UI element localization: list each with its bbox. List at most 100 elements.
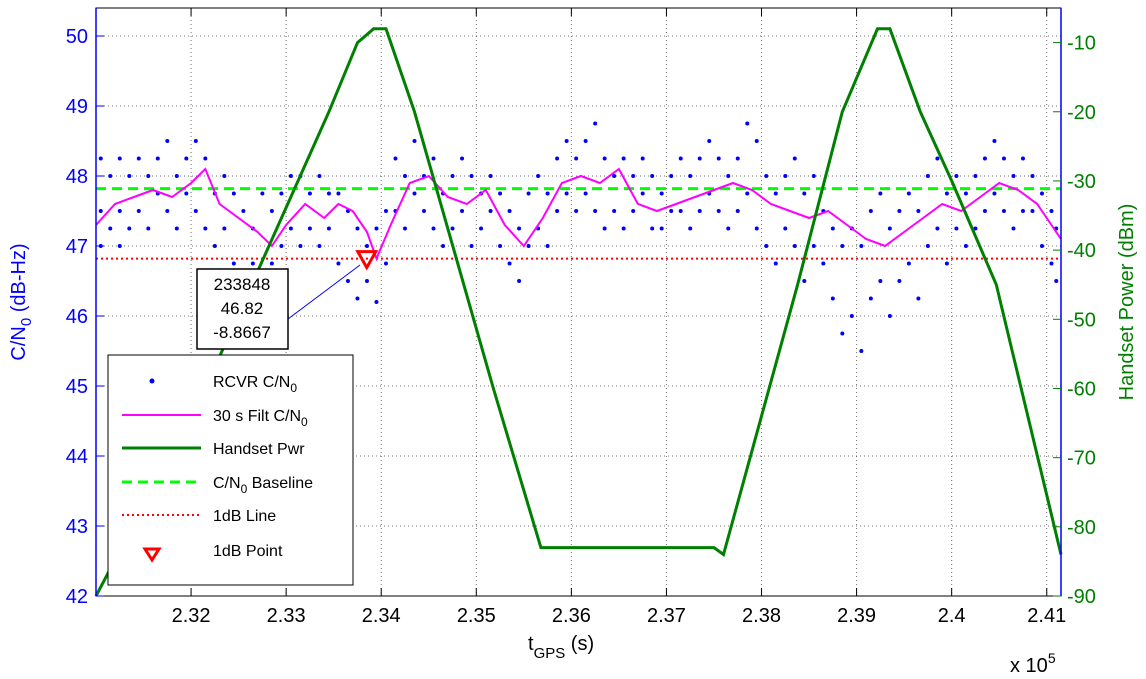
rcvr-cn0-point <box>1039 191 1044 196</box>
rcvr-cn0-point <box>707 139 712 143</box>
rcvr-cn0-point <box>897 209 902 213</box>
datatip-leader <box>287 264 361 320</box>
legend-label-rcvr: RCVR C/N0 <box>213 374 297 395</box>
rcvr-cn0-point <box>108 174 113 178</box>
rcvr-cn0-point <box>802 279 807 283</box>
legend: RCVR C/N0 30 s Filt C/N0 Handset Pwr C/N… <box>107 354 354 586</box>
rcvr-cn0-point <box>155 156 160 161</box>
x-tick-label: 2.38 <box>742 605 781 627</box>
rcvr-cn0-point <box>536 174 541 178</box>
rcvr-cn0-point <box>307 226 312 231</box>
filtered-cn0-series <box>95 167 1062 262</box>
rcvr-cn0-point <box>612 174 617 178</box>
rcvr-cn0-point <box>1020 156 1025 161</box>
rcvr-cn0-point <box>193 209 198 213</box>
rcvr-cn0-point <box>650 226 655 231</box>
rcvr-cn0-point <box>1011 226 1016 231</box>
rcvr-cn0-point <box>621 156 626 161</box>
rcvr-cn0-point <box>1049 209 1054 213</box>
rcvr-cn0-point <box>963 191 968 196</box>
rcvr-cn0-point <box>564 191 569 196</box>
rcvr-cn0-point <box>326 226 331 231</box>
rcvr-cn0-point <box>840 331 845 336</box>
rcvr-cn0-point <box>1049 261 1054 266</box>
rcvr-cn0-point <box>383 261 388 266</box>
left-y-tick-label: 43 <box>66 516 88 538</box>
rcvr-cn0-point <box>174 226 179 231</box>
rcvr-cn0-point <box>887 314 892 318</box>
rcvr-cn0-point <box>593 209 598 213</box>
rcvr-cn0-point <box>830 226 835 231</box>
rcvr-cn0-point <box>479 226 484 231</box>
rcvr-cn0-point <box>726 226 731 231</box>
rcvr-cn0-point <box>783 226 788 231</box>
rcvr-cn0-point <box>745 191 750 196</box>
rcvr-cn0-point <box>117 209 122 213</box>
rcvr-cn0-point <box>555 209 560 213</box>
rcvr-cn0-point <box>231 191 236 196</box>
rcvr-cn0-point <box>859 349 864 353</box>
rcvr-cn0-point <box>517 279 522 283</box>
rcvr-cn0-point <box>165 139 170 143</box>
rcvr-cn0-point <box>650 174 655 178</box>
rcvr-cn0-point <box>811 174 816 178</box>
rcvr-cn0-point <box>507 261 512 266</box>
rcvr-cn0-point <box>849 314 854 318</box>
x-tick-label: 2.41 <box>1027 605 1066 627</box>
rcvr-cn0-point <box>583 139 588 143</box>
rcvr-cn0-point <box>431 226 436 231</box>
rcvr-cn0-point <box>916 296 921 301</box>
datatip-power: -8.8667 <box>213 323 271 342</box>
rcvr-cn0-point <box>773 261 778 266</box>
rcvr-cn0-point <box>954 174 959 178</box>
rcvr-cn0-point <box>336 261 341 266</box>
rcvr-cn0-point <box>916 209 921 213</box>
rcvr-cn0-point <box>716 209 721 213</box>
x-tick-label: 2.32 <box>172 605 211 627</box>
rcvr-cn0-point <box>498 244 503 248</box>
rcvr-cn0-point <box>231 261 236 266</box>
rcvr-cn0-point <box>98 209 103 213</box>
rcvr-cn0-point <box>136 156 141 161</box>
rcvr-cn0-point <box>754 226 759 231</box>
rcvr-cn0-point <box>498 191 503 196</box>
rcvr-cn0-point <box>441 244 446 248</box>
rcvr-cn0-point <box>279 191 284 196</box>
rcvr-cn0-point <box>944 191 949 196</box>
rcvr-cn0-point <box>925 174 930 178</box>
rcvr-cn0-point <box>212 244 217 248</box>
rcvr-cn0-point <box>764 244 769 248</box>
rcvr-cn0-point <box>526 244 531 248</box>
rcvr-cn0-point <box>745 121 750 126</box>
x-axis-multiplier: x 105 <box>1010 650 1056 677</box>
left-y-axis-title: C/N0 (dB-Hz) <box>8 243 35 360</box>
rcvr-cn0-point <box>659 226 664 231</box>
rcvr-cn0-point <box>165 209 170 213</box>
rcvr-cn0-point <box>402 226 407 231</box>
rcvr-cn0-point <box>307 191 312 196</box>
rcvr-cn0-point <box>460 156 465 161</box>
rcvr-cn0-point <box>726 174 731 178</box>
rcvr-cn0-point <box>973 226 978 231</box>
left-y-tick-label: 44 <box>66 446 88 468</box>
rcvr-cn0-point <box>269 261 274 266</box>
rcvr-cn0-point <box>754 139 759 143</box>
rcvr-cn0-point <box>906 261 911 266</box>
rcvr-cn0-point <box>659 191 664 196</box>
legend-swatch-rcvr <box>149 378 155 384</box>
rcvr-cn0-point <box>326 191 331 196</box>
rcvr-cn0-point <box>336 191 341 196</box>
rcvr-cn0-point <box>935 226 940 231</box>
rcvr-cn0-point <box>127 226 132 231</box>
rcvr-cn0-point <box>374 226 379 231</box>
legend-swatch-1db-point <box>142 547 162 563</box>
rcvr-cn0-point <box>982 209 987 213</box>
left-y-axis: 42 43 44 45 46 47 48 49 50 <box>66 8 104 608</box>
rcvr-cn0-point <box>507 209 512 213</box>
rcvr-cn0-point <box>488 209 493 213</box>
rcvr-cn0-point <box>1001 209 1006 213</box>
rcvr-cn0-point <box>631 174 636 178</box>
rcvr-cn0-point <box>184 191 189 196</box>
rcvr-cn0-point <box>868 209 873 213</box>
rcvr-cn0-point <box>1011 174 1016 178</box>
